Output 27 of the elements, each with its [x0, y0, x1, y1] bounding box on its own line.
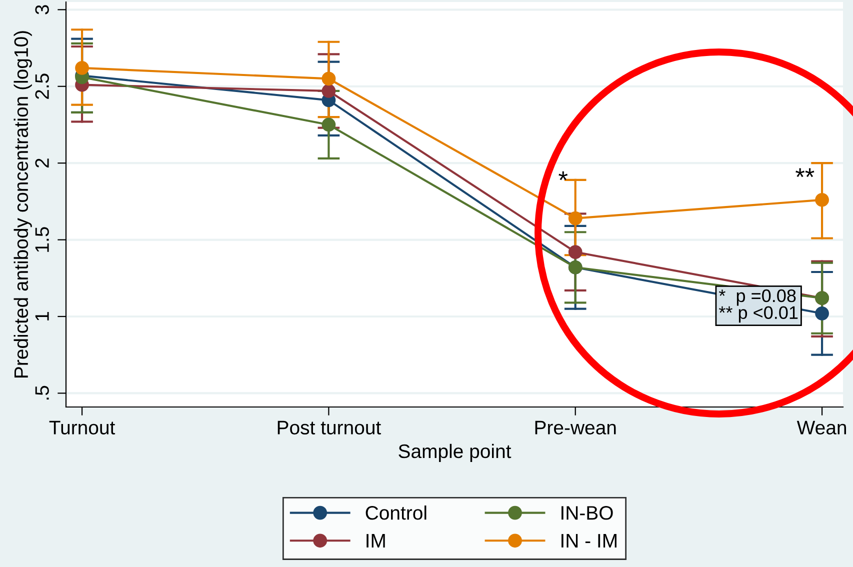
point — [322, 84, 336, 98]
x-tick-label: Wean — [796, 420, 846, 434]
x-tick-label: Post turnout — [278, 420, 381, 434]
legend-label: Control — [366, 506, 426, 520]
y-tick-label: .5 — [35, 386, 49, 400]
annotation: * — [558, 171, 568, 180]
y-tick-label: 1 — [35, 312, 49, 320]
legend-label: IN - IM — [562, 534, 616, 548]
y-tick-label: 3 — [35, 5, 49, 14]
point — [815, 192, 829, 207]
point — [568, 211, 582, 226]
legend-label: IN-BO — [562, 506, 613, 520]
annotation: * p =0.08 ** p <0.01 — [718, 289, 798, 323]
y-tick-label: 1.5 — [35, 227, 49, 252]
y-tick-label: 2 — [35, 158, 49, 168]
x-tick-label: Pre-wean — [535, 420, 616, 434]
y-tick-label: 2.5 — [35, 74, 49, 99]
point — [322, 72, 336, 86]
point — [568, 245, 582, 259]
point — [75, 61, 89, 75]
y-axis-title: Predicted antibody concentration (log10) — [14, 31, 32, 378]
legend-label: IM — [366, 534, 385, 548]
x-tick-label: Turnout — [49, 420, 116, 434]
point — [322, 118, 336, 132]
x-axis-title: Sample point — [398, 444, 512, 462]
annotation: ** — [796, 168, 814, 178]
point — [815, 306, 829, 320]
